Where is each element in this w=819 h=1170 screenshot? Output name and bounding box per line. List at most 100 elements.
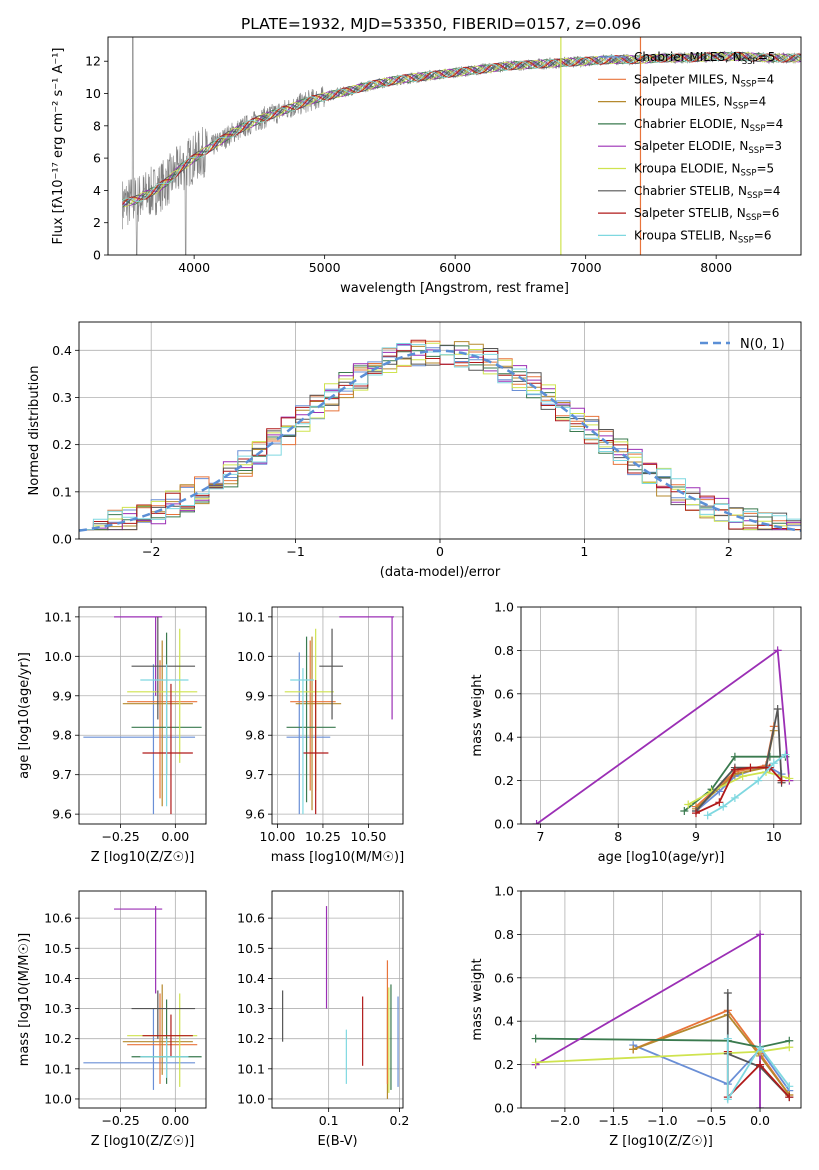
y-tick-label: 9.8	[52, 728, 72, 743]
y-tick-label: 0.2	[52, 437, 72, 452]
y-tick-label: 10.6	[44, 911, 72, 926]
x-tick-label: −1.5	[599, 1113, 629, 1128]
weight-marker	[738, 772, 747, 781]
y-tick-label: 9.7	[52, 767, 72, 782]
y-tick-label: 4	[93, 183, 101, 198]
y-tick-label: 1.0	[494, 884, 514, 899]
y-tick-label: 10.0	[44, 1091, 72, 1106]
axes-frame	[271, 890, 404, 1109]
y-tick-label: 10.1	[44, 609, 72, 624]
x-tick-label: 7	[536, 829, 544, 844]
y-tick-label: 2	[93, 215, 101, 230]
x-tick-label: 0.0	[750, 1113, 770, 1128]
weight-marker	[719, 802, 728, 811]
weight-marker	[703, 811, 712, 820]
x-tick-label: 0	[436, 544, 444, 559]
x-axis-label: E(B-V)	[317, 1134, 357, 1149]
weight-marker	[684, 800, 693, 809]
y-tick-label: 0.2	[494, 1057, 514, 1072]
y-tick-label: 10.2	[237, 1031, 265, 1046]
legend-entry: N(0, 1)	[740, 337, 785, 352]
weight-marker	[680, 806, 689, 815]
legend-entry: Salpeter MILES, NSSP=4	[634, 72, 774, 89]
axes-frame	[520, 606, 802, 825]
weight-line-kroupa-stelib	[707, 753, 786, 817]
y-tick-label: 0.4	[494, 730, 514, 745]
y-tick-label: 9.7	[245, 767, 265, 782]
legend-entry: Kroupa STELIB, NSSP=6	[634, 228, 772, 245]
panel-weight_vs_Z: −2.0 −1.5 −1.0 −0.5 0.0 0.0 0.2 0.4 0.6 0.8 1.0 Z […	[470, 884, 802, 1149]
weight-marker	[531, 1034, 540, 1043]
weight-marker	[723, 988, 732, 997]
weight-marker	[723, 1095, 732, 1104]
y-axis-label: mass [log10(M/M☉)]	[17, 933, 32, 1066]
weight-marker	[769, 759, 778, 768]
y-axis-label: mass weight	[470, 958, 485, 1040]
model-line-chabrier-stelib	[122, 51, 801, 208]
panel-residuals: −2 −1 0 1 2 0.0 0.1 0.2 0.3 0.4 (data-model)/error…	[27, 321, 802, 580]
axes-frame	[107, 36, 802, 256]
x-tick-label: 1	[580, 544, 588, 559]
x-tick-label: −2	[142, 544, 160, 559]
weight-marker	[756, 1104, 765, 1108]
weight-marker	[730, 793, 739, 802]
plot-area-mass_vs_ebv	[272, 891, 403, 1108]
y-tick-label: 0.0	[52, 532, 72, 547]
plot-area-age_vs_mass	[272, 607, 403, 824]
legend-entry: Salpeter STELIB, NSSP=6	[634, 206, 779, 223]
weight-line-chabrier-elodie	[535, 1037, 790, 1049]
y-tick-label: 10.5	[237, 941, 265, 956]
y-tick-label: 10.1	[44, 1061, 72, 1076]
x-tick-label: 0.1	[319, 1113, 339, 1128]
x-tick-label: 10	[766, 829, 782, 844]
y-axis-label: Normed distribution	[27, 366, 42, 496]
model-line-kroupa-stelib	[122, 51, 801, 203]
y-tick-label: 0.1	[52, 484, 72, 499]
weight-line-salpeter-stelib	[695, 766, 783, 814]
panel-mass_vs_ebv: 0.1 0.2 10.0 10.1 10.2 10.3 10.4 10.5 10.6 E(B-V)	[237, 890, 409, 1149]
axes-frame	[520, 890, 802, 1109]
x-axis-label: (data-model)/error	[380, 565, 501, 580]
y-tick-label: 10.1	[237, 1061, 265, 1076]
legend: N(0, 1)	[700, 337, 785, 352]
legend-entry: Chabrier ELODIE, NSSP=4	[634, 117, 783, 134]
y-tick-label: 10.3	[44, 1001, 72, 1016]
weight-marker	[781, 750, 790, 759]
x-tick-label: 9	[692, 829, 700, 844]
weight-marker	[785, 1043, 794, 1052]
x-axis-label: Z [log10(Z/Z☉)]	[91, 1134, 195, 1149]
x-tick-label: −1	[286, 544, 304, 559]
y-tick-label: 0.4	[494, 1014, 514, 1029]
y-tick-label: 0.6	[494, 686, 514, 701]
y-tick-label: 10.4	[237, 971, 265, 986]
y-tick-label: 0.0	[494, 817, 514, 832]
x-tick-label: 2	[725, 544, 733, 559]
weight-marker	[723, 1034, 732, 1043]
legend-entry: Salpeter ELODIE, NSSP=3	[634, 139, 782, 156]
y-tick-label: 10.6	[237, 911, 265, 926]
x-tick-label: −0.25	[101, 1113, 139, 1128]
y-tick-label: 10	[85, 86, 101, 101]
axes-frame	[78, 321, 802, 540]
weight-marker	[692, 809, 700, 818]
x-tick-label: 0.00	[161, 829, 189, 844]
y-tick-label: 10.5	[44, 941, 72, 956]
x-tick-label: 5000	[309, 260, 341, 275]
x-tick-label: 10.25	[305, 829, 341, 844]
weight-marker	[756, 1060, 765, 1069]
histogram-kroupa-stelib	[79, 343, 801, 531]
weight-marker	[730, 752, 739, 761]
axes-frame	[271, 606, 404, 825]
legend: Chabrier MILES, NSSP=5 Salpeter MILES, NS…	[598, 50, 783, 245]
x-tick-label: 0.00	[161, 1113, 189, 1128]
weight-marker	[532, 820, 541, 824]
legend-entry: Kroupa MILES, NSSP=4	[634, 95, 766, 112]
weight-marker	[777, 776, 786, 785]
x-tick-label: −0.25	[101, 829, 139, 844]
axes-frame	[78, 890, 207, 1109]
x-tick-label: −2.0	[550, 1113, 580, 1128]
weight-marker	[629, 1045, 638, 1054]
x-tick-label: 10.50	[351, 829, 387, 844]
y-tick-label: 10.3	[237, 1001, 265, 1016]
model-line-kroupa-elodie	[122, 51, 801, 208]
